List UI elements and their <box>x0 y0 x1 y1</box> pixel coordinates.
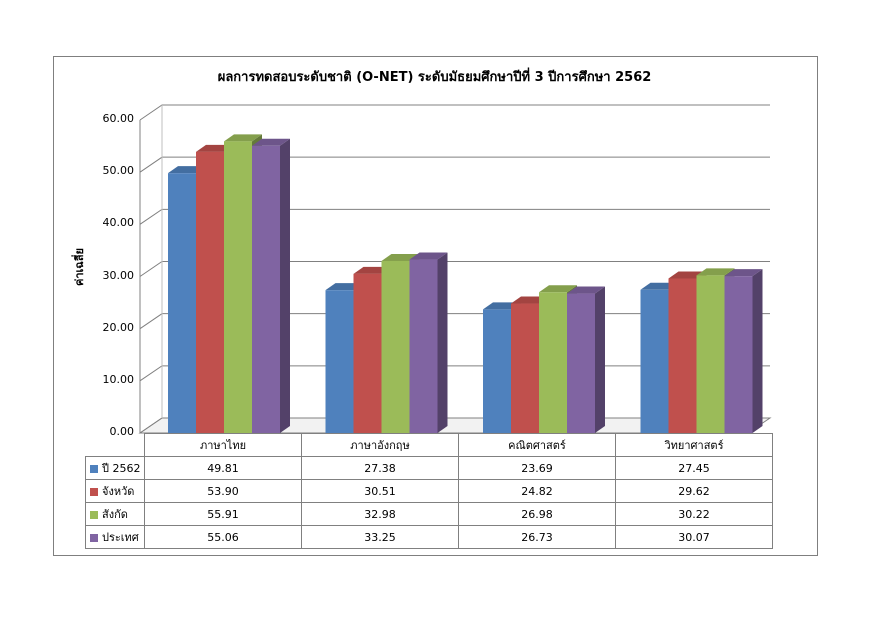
category-header: คณิตศาสตร์ <box>458 433 616 457</box>
bar <box>511 303 539 433</box>
bar <box>224 141 252 433</box>
table-cell: 26.98 <box>458 502 616 526</box>
bar-top <box>724 269 763 277</box>
legend-swatch <box>90 465 98 473</box>
bar <box>539 292 567 433</box>
bar-side <box>752 269 763 433</box>
bar-top <box>539 285 577 293</box>
bar-top <box>252 138 290 146</box>
y-tick-label: 10.00 <box>102 372 135 386</box>
table-cell: 27.45 <box>615 456 773 480</box>
table-row: ปี 2562 49.81 27.38 23.69 27.45 <box>85 456 773 480</box>
bar <box>483 309 511 433</box>
bar <box>668 278 697 433</box>
data-table: ภาษาไทย ภาษาอังกฤษ คณิตศาสตร์ วิทยาศาสตร… <box>85 433 773 549</box>
bar-top <box>567 286 605 294</box>
bar-top <box>409 252 448 260</box>
legend-entry: สังกัด <box>85 502 145 526</box>
y-tick-label: 50.00 <box>102 164 135 178</box>
bar <box>409 259 438 433</box>
category-header: วิทยาศาสตร์ <box>615 433 773 457</box>
bar <box>696 275 725 433</box>
table-row: สังกัด 55.91 32.98 26.98 30.22 <box>85 502 773 526</box>
table-row: จังหวัด 53.90 30.51 24.82 29.62 <box>85 479 773 503</box>
series-name: สังกัด <box>102 508 128 521</box>
chart-title: ผลการทดสอบระดับชาติ (O-NET) ระดับมัธยมศึ… <box>217 70 652 85</box>
table-corner <box>86 434 145 457</box>
table-cell: 55.91 <box>144 502 302 526</box>
bar-side <box>595 286 605 433</box>
bar-side <box>280 138 290 434</box>
table-cell: 24.82 <box>458 479 616 503</box>
category-header: ภาษาอังกฤษ <box>301 433 459 457</box>
y-tick-label: 40.00 <box>102 216 135 230</box>
bar <box>381 260 410 433</box>
legend-swatch <box>90 511 98 519</box>
table-cell: 26.73 <box>458 525 616 549</box>
table-cell: 49.81 <box>144 456 302 480</box>
y-tick-label: 30.00 <box>102 268 135 282</box>
legend-entry: ปี 2562 <box>85 456 145 480</box>
legend-swatch <box>90 534 98 542</box>
legend-entry: จังหวัด <box>85 479 145 503</box>
bar <box>640 289 669 433</box>
table-cell: 53.90 <box>144 479 302 503</box>
table-row: ประเทศ 55.06 33.25 26.73 30.07 <box>85 525 773 549</box>
table-cell: 29.62 <box>615 479 773 503</box>
bar-side <box>437 252 448 433</box>
bar-top <box>696 268 735 276</box>
bar-top <box>224 134 262 142</box>
table-cell: 27.38 <box>301 456 459 480</box>
bar <box>252 145 280 434</box>
bar <box>724 276 753 433</box>
y-tick-label: 20.00 <box>102 320 135 334</box>
table-header-row: ภาษาไทย ภาษาอังกฤษ คณิตศาสตร์ วิทยาศาสตร… <box>86 433 773 457</box>
table-cell: 33.25 <box>301 525 459 549</box>
bar <box>567 293 595 433</box>
series-name: ประเทศ <box>102 531 139 544</box>
y-axis-label: ค่าเฉลี่ย <box>72 248 86 286</box>
table-cell: 23.69 <box>458 456 616 480</box>
series-name: ปี 2562 <box>102 462 141 475</box>
bar <box>196 151 224 434</box>
y-tick-label: 60.00 <box>102 112 135 125</box>
table-cell: 55.06 <box>144 525 302 549</box>
table-cell: 32.98 <box>301 502 459 526</box>
bar <box>168 173 196 433</box>
legend-swatch <box>90 488 98 496</box>
bar <box>325 290 354 433</box>
legend-entry: ประเทศ <box>85 525 145 549</box>
y-tick-label: 0.00 <box>109 425 135 438</box>
table-cell: 30.07 <box>615 525 773 549</box>
table-cell: 30.51 <box>301 479 459 503</box>
table-cell: 30.22 <box>615 502 773 526</box>
category-header: ภาษาไทย <box>144 433 302 457</box>
series-name: จังหวัด <box>102 485 135 498</box>
bar <box>353 273 382 433</box>
